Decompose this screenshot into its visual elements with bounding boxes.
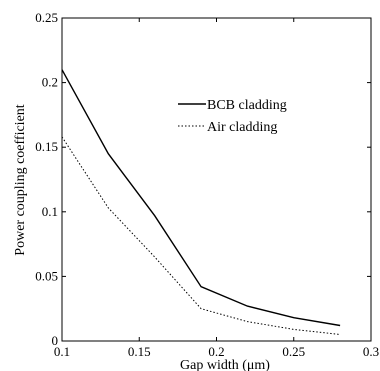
x-axis-title: Gap width (μm) bbox=[180, 358, 270, 371]
x-tick-label: 0.25 bbox=[282, 344, 305, 359]
x-tick-label: 0.3 bbox=[363, 344, 379, 359]
ticks: 0.1 0.15 0.2 0.25 0.3 0 0.05 0.1 0.15 0.2 0.25 bbox=[35, 10, 379, 359]
y-tick-label: 0.15 bbox=[35, 139, 58, 154]
series-lines bbox=[61, 69, 341, 335]
x-tick-label: 0.2 bbox=[208, 344, 224, 359]
x-tick-label: 0.1 bbox=[54, 344, 70, 359]
series-line-air-cladding bbox=[61, 136, 341, 335]
series-line-bcb-cladding bbox=[61, 69, 341, 327]
x-tick-label: 0.15 bbox=[128, 344, 151, 359]
y-tick-label: 0.1 bbox=[42, 204, 58, 219]
y-tick-label: 0.25 bbox=[35, 10, 58, 25]
y-tick-label: 0.2 bbox=[42, 75, 58, 90]
y-tick-label: 0 bbox=[52, 333, 59, 348]
legend: BCB cladding Air cladding bbox=[178, 98, 287, 135]
y-axis-title: Power coupling coefficient bbox=[13, 104, 28, 255]
legend-label: Air cladding bbox=[207, 120, 277, 135]
legend-label: BCB cladding bbox=[207, 98, 287, 113]
y-tick-label: 0.05 bbox=[35, 268, 58, 283]
